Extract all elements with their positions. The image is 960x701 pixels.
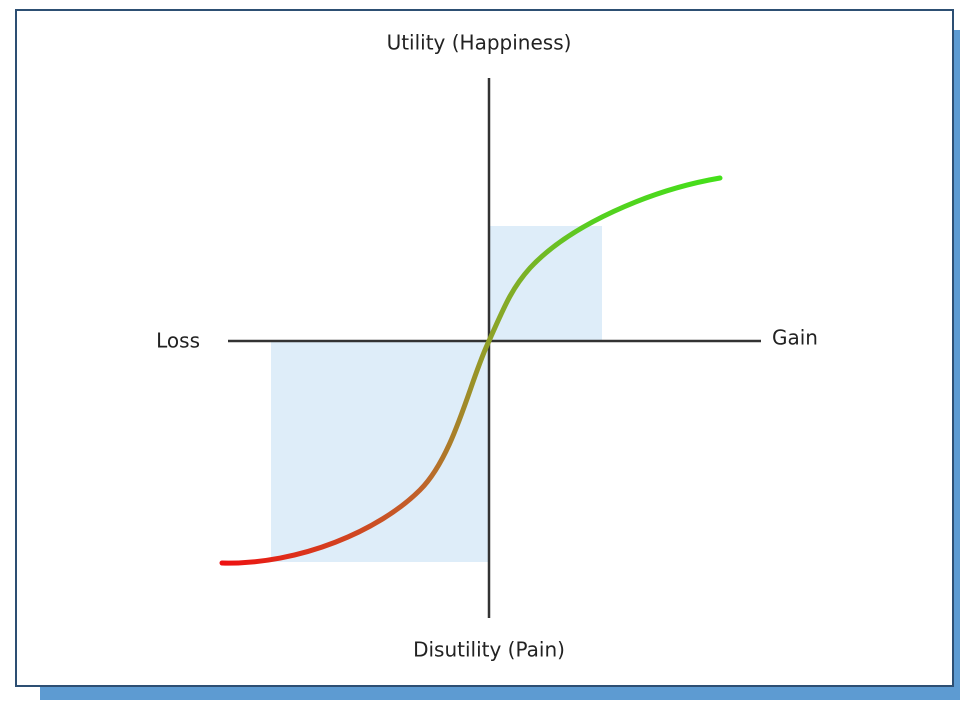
- value-curve: [219, 175, 723, 566]
- x-axis-right-label: Gain: [772, 326, 818, 350]
- y-axis-top-label: Utility (Happiness): [387, 31, 572, 55]
- loss-box: [271, 342, 489, 562]
- x-axis-left-label: Loss: [156, 329, 200, 353]
- gain-box: [490, 226, 602, 340]
- y-axis-bottom-label: Disutility (Pain): [413, 638, 565, 662]
